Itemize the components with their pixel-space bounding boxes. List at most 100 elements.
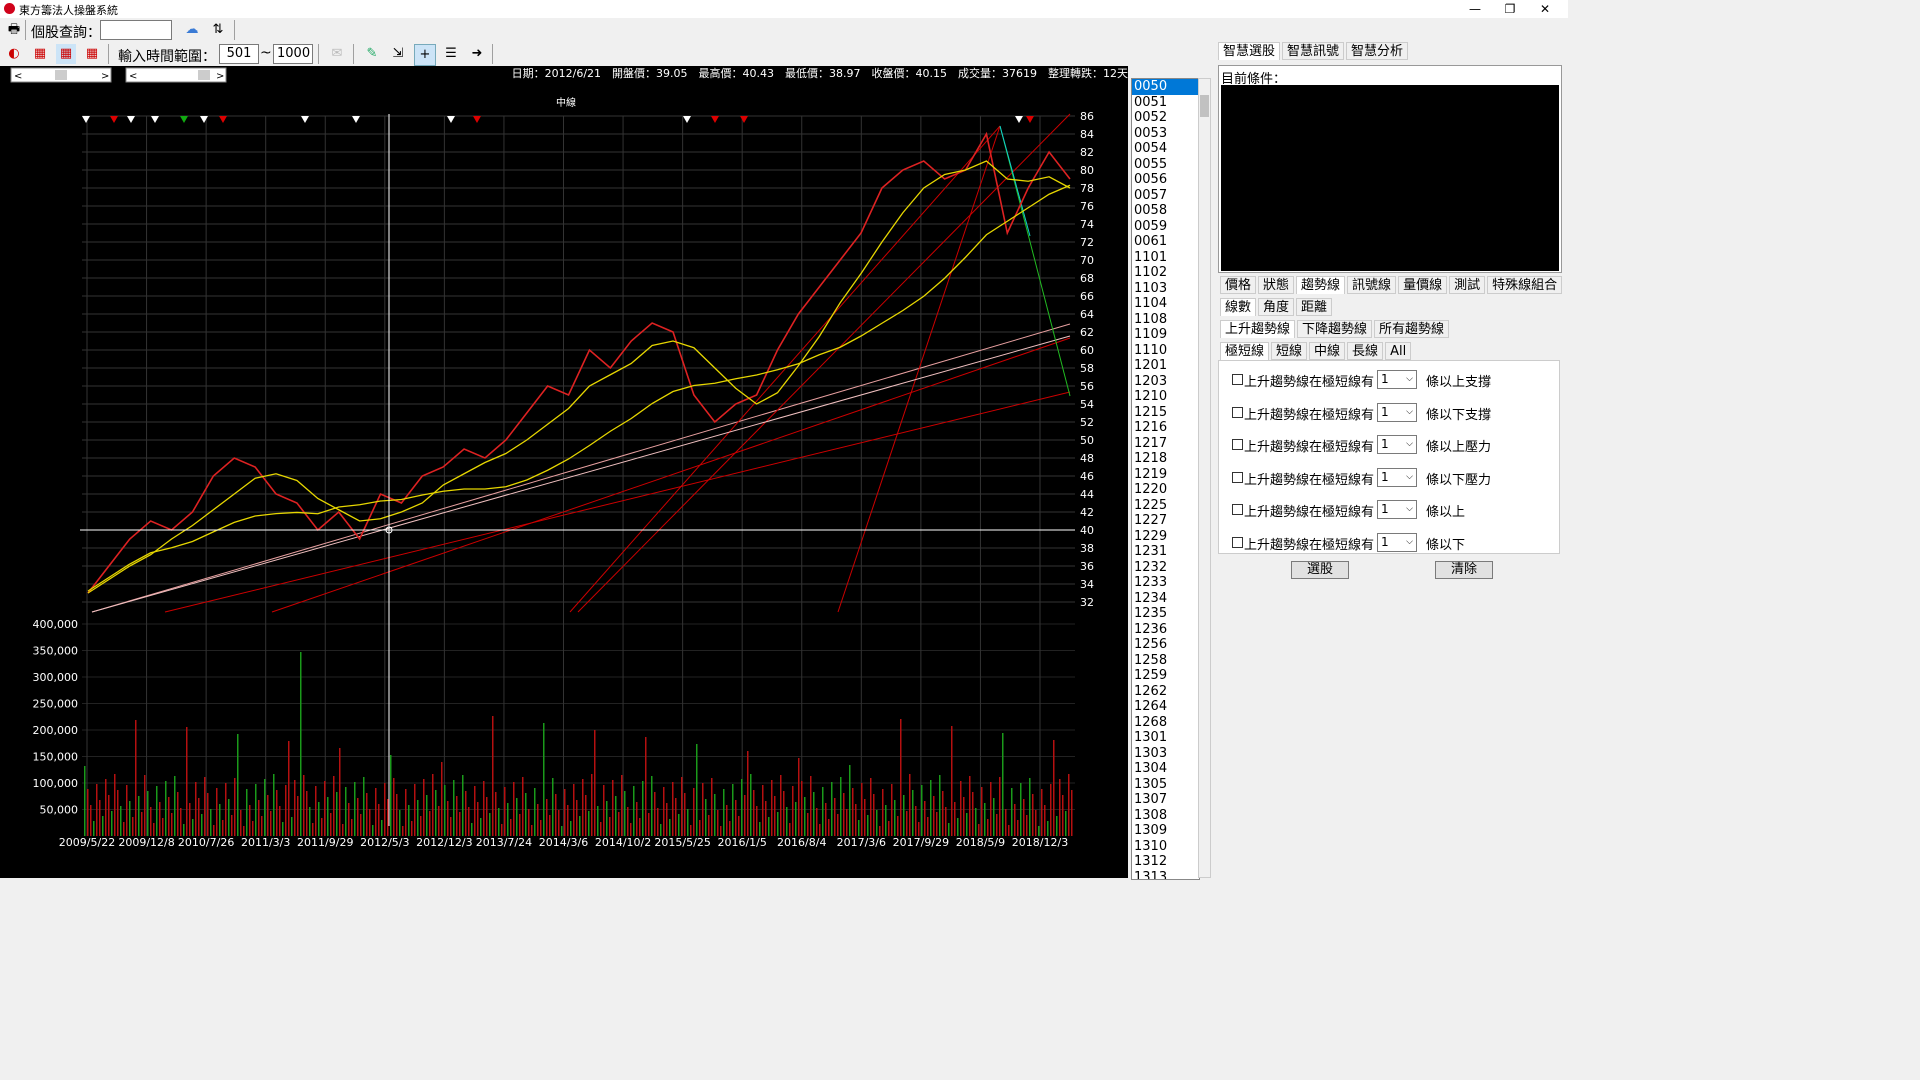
symbol-list-item[interactable]: 0058 [1134, 203, 1168, 218]
envelope-icon[interactable]: ✉ [331, 46, 343, 61]
draw-line-icon[interactable]: ✎ [366, 46, 378, 61]
condition-checkbox[interactable] [1232, 471, 1243, 483]
tab-tabs_row4[interactable]: All [1385, 342, 1412, 360]
symbol-list-item[interactable]: 1305 [1134, 776, 1168, 792]
symbol-list-item[interactable]: 1309 [1134, 823, 1168, 838]
condition-count-select[interactable]: 1 ⌵ [1377, 402, 1417, 422]
tab-tabs_row3[interactable]: 下降趨勢線 [1297, 320, 1373, 338]
stock-query-input[interactable] [100, 20, 172, 40]
stock-split-icon[interactable]: ⇅ [212, 22, 224, 37]
symbol-list-item[interactable]: 1225 [1134, 497, 1168, 513]
symbol-list-item[interactable]: 1218 [1134, 451, 1168, 466]
symbol-list-item[interactable]: 1216 [1134, 420, 1168, 435]
symbol-list-item[interactable]: 1104 [1134, 296, 1168, 311]
symbol-list-item[interactable]: 0055 [1134, 156, 1168, 172]
clear-button[interactable]: 清除 [1435, 561, 1493, 579]
tab-top_tabs[interactable]: 智慧訊號 [1282, 42, 1345, 60]
condition-checkbox[interactable] [1232, 537, 1243, 548]
restore-button[interactable]: ❐ [1504, 2, 1516, 16]
condition-count-select[interactable]: 1 ⌵ [1377, 435, 1417, 455]
symbol-list[interactable]: 0050 0051 0052 0053 0054 0055 0056 0057 0058 0059… [1131, 78, 1200, 880]
chart-scrollbar-left[interactable]: < > [10, 67, 112, 83]
symbol-list-item[interactable]: 0059 [1134, 218, 1168, 234]
symbol-list-item[interactable]: 1108 [1134, 311, 1168, 327]
symbol-list-item[interactable]: 1268 [1134, 714, 1168, 730]
symbol-list-item[interactable]: 0061 [1134, 234, 1168, 249]
symbol-list-item[interactable]: 1102 [1134, 265, 1168, 280]
symbol-list-item[interactable]: 1203 [1134, 373, 1168, 389]
measure-icon[interactable]: ⇲ [392, 46, 404, 61]
tab-tabs_row1[interactable]: 特殊線組合 [1487, 276, 1563, 294]
calendar-month-icon[interactable]: ▦ [85, 46, 99, 61]
close-button[interactable]: ✕ [1539, 2, 1551, 16]
tab-tabs_row1[interactable]: 量價線 [1398, 276, 1448, 294]
tab-tabs_row2[interactable]: 線數 [1220, 298, 1257, 316]
tab-tabs_row1[interactable]: 訊號線 [1347, 276, 1397, 294]
symbol-list-item[interactable]: 1217 [1134, 435, 1168, 451]
symbol-list-item[interactable]: 1310 [1134, 838, 1168, 854]
symbol-list-item[interactable]: 1109 [1134, 327, 1168, 342]
symbol-list-item[interactable]: 1103 [1134, 280, 1168, 296]
arrow-right-icon[interactable]: ➜ [471, 46, 483, 61]
tab-tabs_row3[interactable]: 上升趨勢線 [1220, 320, 1296, 338]
symbol-list-item[interactable]: 0056 [1134, 172, 1168, 187]
symbol-list-item[interactable]: 1307 [1134, 792, 1168, 807]
scrollbar-thumb[interactable] [1200, 95, 1209, 117]
tab-tabs_row4[interactable]: 長線 [1347, 342, 1384, 360]
symbol-list-item[interactable]: 1262 [1134, 683, 1168, 699]
minimize-button[interactable]: — [1469, 2, 1481, 16]
tab-tabs_row4[interactable]: 極短線 [1220, 342, 1270, 360]
symbol-list-item[interactable]: 1215 [1134, 404, 1168, 420]
symbol-list-item[interactable]: 1264 [1134, 699, 1168, 714]
symbol-list-item[interactable]: 1258 [1134, 652, 1168, 668]
tab-tabs_row4[interactable]: 短線 [1271, 342, 1308, 360]
stock-chart[interactable]: < > < > 日期：2012/6/21 開盤價：39.05 最高價：40.43… [0, 66, 1128, 878]
symbol-list-item[interactable]: 1259 [1134, 668, 1168, 683]
symbol-list-item[interactable]: 1234 [1134, 590, 1168, 606]
symbol-list-item[interactable]: 1308 [1134, 807, 1168, 823]
select-stock-button[interactable]: 選股 [1291, 561, 1349, 579]
symbol-list-item[interactable]: 1220 [1134, 482, 1168, 497]
symbol-list-item[interactable]: 1210 [1134, 389, 1168, 404]
menu-icon[interactable]: ☰ [445, 46, 457, 61]
condition-count-select[interactable]: 1 ⌵ [1377, 533, 1417, 552]
symbol-list-item[interactable]: 0057 [1134, 187, 1168, 203]
symbol-list-scrollbar[interactable] [1198, 78, 1211, 878]
tab-top_tabs[interactable]: 智慧分析 [1346, 42, 1409, 60]
symbol-list-item[interactable]: 0054 [1134, 141, 1168, 156]
symbol-list-item[interactable]: 0053 [1134, 125, 1168, 141]
chart-scrollbar-right[interactable]: < > [125, 67, 227, 83]
tab-tabs_row2[interactable]: 角度 [1258, 298, 1295, 316]
symbol-list-item[interactable]: 1304 [1134, 761, 1168, 776]
symbol-list-item[interactable]: 1233 [1134, 575, 1168, 590]
cloud-download-icon[interactable]: ☁ [185, 22, 199, 37]
tab-tabs_row1[interactable]: 測試 [1449, 276, 1486, 294]
tab-tabs_row2[interactable]: 距離 [1296, 298, 1333, 316]
symbol-list-item[interactable]: 1231 [1134, 544, 1168, 559]
condition-count-select[interactable]: 1 ⌵ [1377, 500, 1417, 520]
tab-tabs_row1[interactable]: 狀態 [1258, 276, 1295, 294]
symbol-list-item[interactable]: 1303 [1134, 745, 1168, 761]
tab-tabs_row1[interactable]: 價格 [1220, 276, 1257, 294]
condition-checkbox[interactable] [1232, 406, 1243, 418]
print-icon[interactable]: 🖶 [7, 22, 21, 37]
tab-tabs_row4[interactable]: 中線 [1309, 342, 1346, 360]
condition-checkbox[interactable] [1232, 374, 1243, 385]
symbol-list-item[interactable]: 0050 [1132, 79, 1199, 96]
range-to-input[interactable]: 1000 [273, 44, 313, 64]
symbol-list-item[interactable]: 1232 [1134, 559, 1168, 575]
symbol-list-item[interactable]: 1227 [1134, 513, 1168, 528]
tab-top_tabs[interactable]: 智慧選股 [1218, 42, 1281, 60]
symbol-list-item[interactable]: 1236 [1134, 621, 1168, 637]
condition-checkbox[interactable] [1232, 439, 1243, 451]
symbol-list-item[interactable]: 1101 [1134, 249, 1168, 265]
symbol-list-item[interactable]: 1235 [1134, 606, 1168, 621]
symbol-list-item[interactable]: 1312 [1134, 854, 1168, 869]
symbol-list-item[interactable]: 1256 [1134, 637, 1168, 652]
symbol-list-item[interactable]: 1313 [1134, 869, 1168, 880]
symbol-list-item[interactable]: 0051 [1134, 94, 1168, 110]
crosshair-icon[interactable]: + [414, 44, 436, 66]
symbol-list-item[interactable]: 1110 [1134, 342, 1168, 358]
calendar-day-icon[interactable]: ▦ [33, 46, 47, 61]
condition-checkbox[interactable] [1232, 504, 1243, 516]
